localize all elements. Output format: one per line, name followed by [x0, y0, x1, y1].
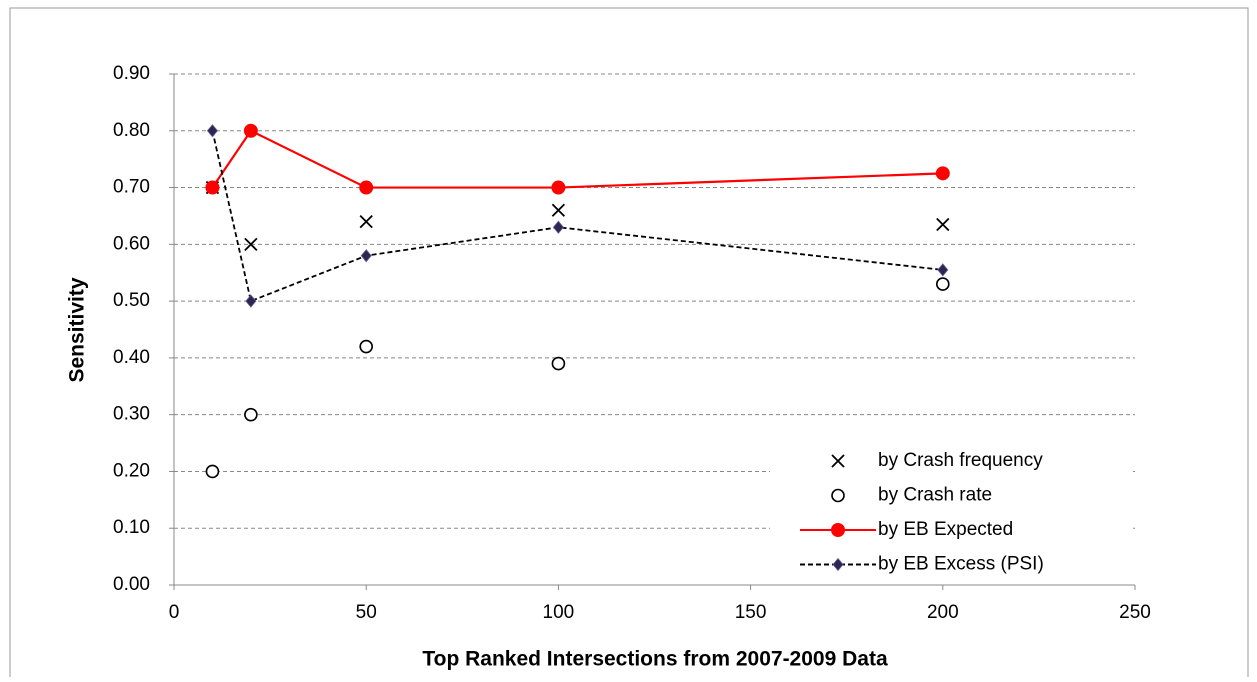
marker [244, 237, 258, 251]
y-tick-label: 0.90 [113, 63, 150, 84]
legend-marker [832, 557, 844, 572]
marker [937, 263, 949, 277]
y-tick-label: 0.60 [113, 233, 150, 254]
marker [551, 203, 566, 217]
marker [552, 220, 564, 234]
x-tick-label: 200 [927, 602, 959, 623]
y-tick-label: 0.50 [113, 290, 150, 311]
marker [935, 277, 950, 291]
x-tick-label: 250 [1119, 602, 1151, 623]
marker [244, 407, 258, 422]
x-tick-label: 150 [735, 602, 767, 623]
legend-box [770, 442, 1132, 584]
marker [205, 180, 220, 195]
x-tick-label: 50 [356, 602, 377, 623]
marker [245, 294, 257, 308]
x-tick-label: 100 [543, 602, 575, 623]
marker [551, 356, 566, 371]
legend-label: by Crash rate [878, 485, 992, 506]
y-tick-label: 0.40 [113, 347, 150, 368]
y-tick-label: 0.20 [113, 460, 150, 481]
marker [359, 339, 374, 354]
y-tick-label: 0.30 [113, 404, 150, 425]
marker [935, 166, 950, 181]
y-tick-label: 0.80 [113, 120, 150, 141]
y-tick-label: 0.70 [113, 177, 150, 198]
legend-label: by EB Expected [878, 519, 1013, 540]
legend-marker [831, 454, 845, 468]
marker [360, 249, 372, 263]
x-axis-title: Top Ranked Intersections from 2007-2009 … [422, 648, 888, 671]
legend-marker [831, 488, 845, 503]
legend-marker [831, 523, 845, 537]
y-axis-title: Sensitivity [66, 277, 89, 382]
marker [205, 464, 220, 479]
marker [206, 124, 218, 138]
marker [551, 180, 566, 195]
x-tick-label: 0 [169, 602, 180, 623]
marker [359, 214, 373, 229]
legend-label: by EB Excess (PSI) [878, 554, 1044, 575]
marker [936, 217, 950, 232]
legend-label: by Crash frequency [878, 450, 1043, 471]
y-tick-label: 0.00 [113, 574, 150, 595]
marker [359, 180, 374, 195]
y-tick-label: 0.10 [113, 517, 150, 538]
marker [243, 123, 258, 138]
